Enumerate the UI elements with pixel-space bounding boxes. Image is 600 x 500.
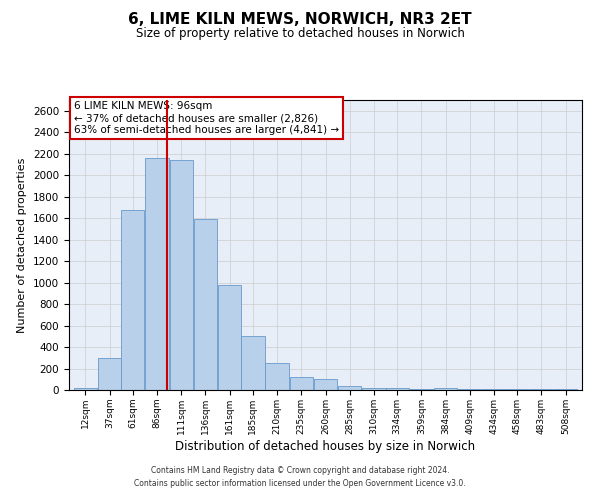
Bar bbox=[386, 388, 409, 390]
Bar bbox=[241, 336, 265, 390]
Bar bbox=[218, 286, 241, 390]
Bar bbox=[194, 219, 217, 390]
Bar bbox=[74, 388, 97, 390]
Text: 6 LIME KILN MEWS: 96sqm
← 37% of detached houses are smaller (2,826)
63% of semi: 6 LIME KILN MEWS: 96sqm ← 37% of detache… bbox=[74, 102, 339, 134]
X-axis label: Distribution of detached houses by size in Norwich: Distribution of detached houses by size … bbox=[175, 440, 476, 452]
Bar bbox=[170, 160, 193, 390]
Text: 6, LIME KILN MEWS, NORWICH, NR3 2ET: 6, LIME KILN MEWS, NORWICH, NR3 2ET bbox=[128, 12, 472, 28]
Y-axis label: Number of detached properties: Number of detached properties bbox=[17, 158, 28, 332]
Bar bbox=[265, 364, 289, 390]
Bar bbox=[121, 210, 145, 390]
Text: Contains HM Land Registry data © Crown copyright and database right 2024.
Contai: Contains HM Land Registry data © Crown c… bbox=[134, 466, 466, 487]
Bar bbox=[338, 386, 361, 390]
Bar bbox=[145, 158, 169, 390]
Bar bbox=[362, 388, 386, 390]
Bar bbox=[98, 358, 121, 390]
Text: Size of property relative to detached houses in Norwich: Size of property relative to detached ho… bbox=[136, 28, 464, 40]
Bar bbox=[434, 388, 457, 390]
Bar bbox=[314, 380, 337, 390]
Bar bbox=[290, 376, 313, 390]
